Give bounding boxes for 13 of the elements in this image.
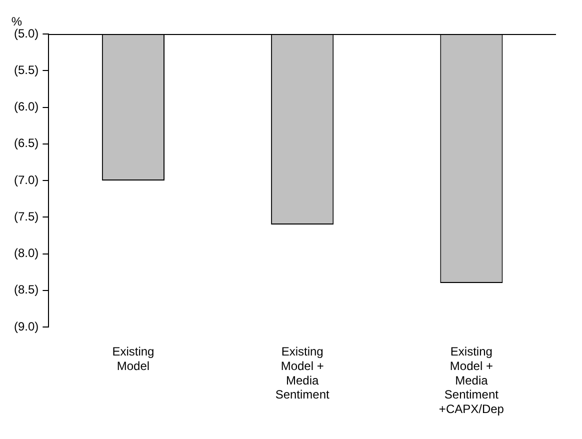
y-tick-label: (5.5) <box>14 62 39 77</box>
y-tick-label: (5.0) <box>14 26 39 40</box>
y-tick-label: (7.0) <box>14 172 39 187</box>
y-tick-label: (8.0) <box>14 246 39 260</box>
y-axis-title: % <box>11 14 22 28</box>
y-tick-label: (9.0) <box>14 319 39 334</box>
x-tick-label: Existing Model + Media Sentiment <box>275 344 330 402</box>
y-tick-label: (7.5) <box>14 209 39 224</box>
y-tick-label: (6.0) <box>14 100 39 114</box>
x-tick-label: Existing Model + Media Sentiment +CAPX/Dep <box>438 344 504 416</box>
x-tick-label: Existing Model <box>112 344 154 373</box>
y-tick-label: (6.5) <box>14 136 39 150</box>
y-tick-label: (8.5) <box>14 282 39 297</box>
